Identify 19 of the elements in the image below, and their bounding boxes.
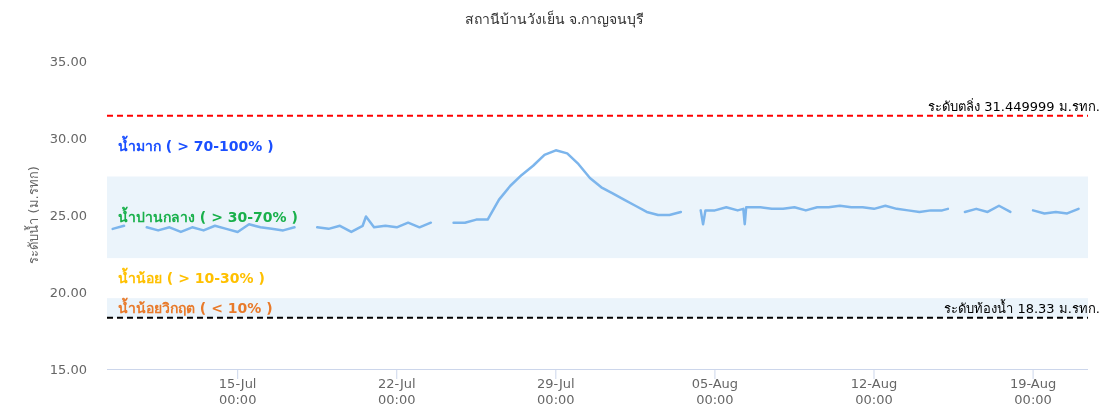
y-tick-label: 20.00 (49, 285, 87, 300)
ref-line-label: ระดับตลิ่ง 31.449999 ม.รทก. (928, 97, 1100, 114)
y-tick-label: 25.00 (49, 208, 87, 223)
y-tick-label: 15.00 (49, 362, 87, 377)
band-label: น้ำน้อยวิกฤต ( < 10% ) (118, 296, 273, 316)
x-tick-label: 15-Jul 00:00 (218, 376, 257, 407)
x-tick-label: 12-Aug 00:00 (850, 376, 898, 407)
y-tick-label: 30.00 (49, 131, 87, 146)
y-tick-label: 35.00 (49, 54, 87, 69)
annotation: น้ำมาก ( > 70-100% ) (118, 135, 274, 155)
x-tick-label: 22-Jul 00:00 (377, 376, 416, 407)
annotation: น้ำน้อย ( > 10-30% ) (118, 267, 265, 287)
x-tick-label: 05-Aug 00:00 (691, 376, 739, 407)
chart-title: สถานีบ้านวังเย็น จ.กาญจนบุรี (464, 10, 645, 28)
x-tick-label: 19-Aug 00:00 (1009, 376, 1057, 407)
x-tick-label: 29-Jul 00:00 (537, 376, 575, 407)
y-axis-title: ระดับน้ำ (ม.รทก) (24, 166, 41, 264)
ref-line-label: ระดับท้องน้ำ 18.33 ม.รทก. (944, 298, 1100, 316)
band-label: น้ำปานกลาง ( > 30-70% ) (118, 206, 298, 226)
